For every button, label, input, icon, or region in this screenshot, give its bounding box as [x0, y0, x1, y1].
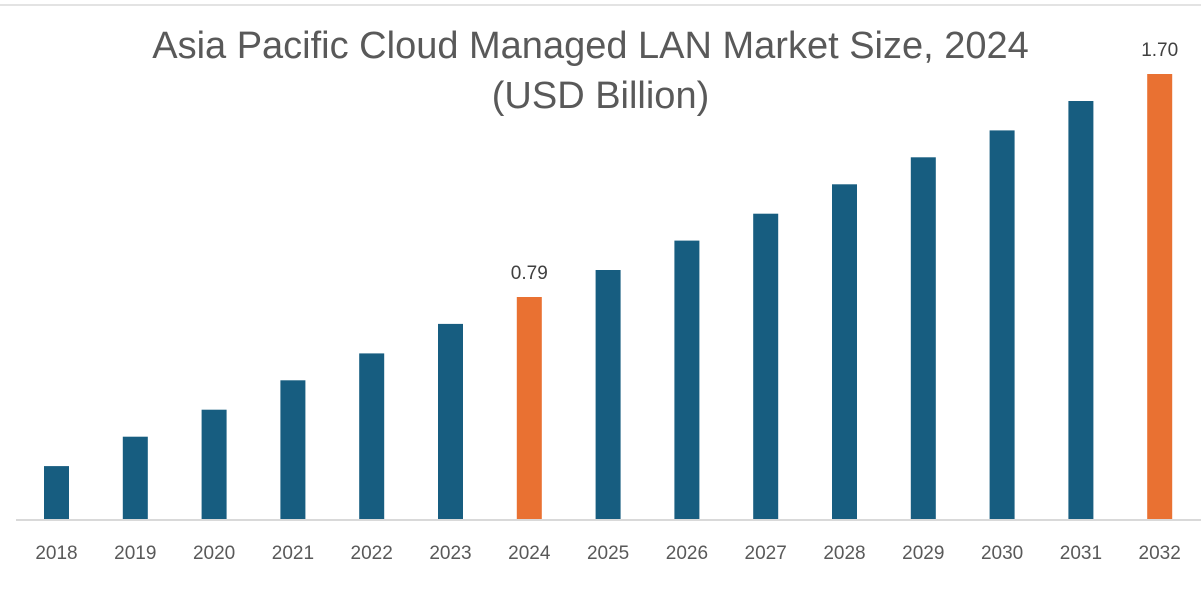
bar-2024 — [516, 297, 542, 519]
chart-title: Asia Pacific Cloud Managed LAN Market Si… — [152, 25, 1029, 67]
data-labels: 0.79 1.70 — [511, 40, 1178, 284]
x-tick-label: 2032 — [1139, 543, 1181, 564]
x-tick-label: 2024 — [508, 543, 551, 564]
bar-2026 — [674, 240, 700, 519]
x-tick-label: 2028 — [823, 543, 865, 564]
bar-2031 — [1068, 101, 1094, 519]
chart-subtitle: (USD Billion) — [491, 75, 710, 117]
x-tick-label: 2018 — [35, 543, 77, 564]
data-label-2024: 0.79 — [511, 263, 548, 284]
x-tick-label: 2023 — [429, 543, 471, 564]
bar-2025 — [595, 270, 621, 519]
bar-2032 — [1147, 74, 1173, 519]
x-tick-label: 2020 — [193, 543, 235, 564]
x-tick-label: 2022 — [351, 543, 393, 564]
x-tick-label: 2019 — [114, 543, 156, 564]
x-tick-label: 2029 — [902, 543, 944, 564]
bar-2019 — [122, 436, 148, 519]
x-tick-label: 2027 — [745, 543, 787, 564]
bar-2029 — [910, 157, 936, 520]
x-tick-label: 2031 — [1060, 543, 1102, 564]
x-tick-labels: 2018 2019 2020 2021 2022 2023 2024 2025 2026 2027… — [35, 543, 1180, 564]
x-tick-label: 2026 — [666, 543, 708, 564]
bar-2022 — [359, 353, 385, 519]
bar-2030 — [989, 130, 1015, 519]
bar-2027 — [753, 213, 779, 519]
x-tick-label: 2030 — [981, 543, 1023, 564]
bar-2023 — [438, 323, 463, 519]
bars-group — [44, 74, 1173, 520]
top-border — [0, 4, 1201, 6]
bar-2028 — [832, 184, 857, 520]
bar-2018 — [44, 466, 69, 519]
x-tick-label: 2025 — [587, 543, 629, 564]
bar-2021 — [280, 380, 306, 519]
x-tick-label: 2021 — [272, 543, 314, 564]
data-label-2032: 1.70 — [1141, 40, 1178, 61]
bar-2020 — [201, 409, 227, 519]
